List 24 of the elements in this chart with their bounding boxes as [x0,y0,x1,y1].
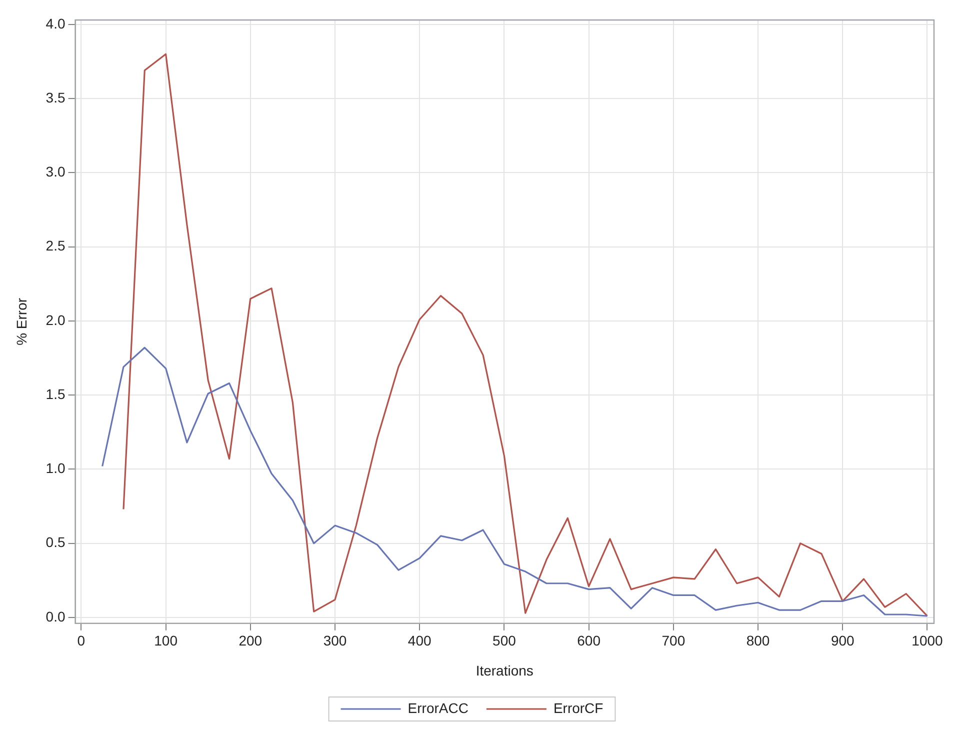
x-tick-label: 100 [154,632,178,649]
y-tick-label: 3.0 [46,164,66,180]
x-tick-label: 400 [408,632,432,649]
x-tick-label: 700 [662,632,686,649]
x-tick-label: 1000 [912,632,944,649]
x-tick-label: 300 [323,632,347,649]
y-tick-label: 1.0 [46,460,66,476]
x-tick-label: 800 [746,632,770,649]
legend-label: ErrorCF [553,700,604,716]
y-tick-label: 0.5 [46,534,66,550]
x-tick-label: 500 [492,632,516,649]
y-tick-label: 2.0 [46,312,66,328]
legend-label: ErrorACC [408,700,468,716]
y-axis-title: % Error [13,298,30,346]
y-tick-label: 1.5 [46,386,66,402]
x-axis-title: Iterations [476,662,534,678]
y-tick-label: 3.5 [46,89,66,106]
y-tick-label: 4.0 [46,15,66,32]
x-tick-label: 900 [830,632,855,649]
y-tick-label: 2.5 [46,238,66,254]
y-tick-label: 0.0 [46,608,66,624]
x-tick-label: 600 [577,632,601,649]
x-tick-label: 200 [238,632,262,649]
x-tick-label: 0 [77,632,86,649]
